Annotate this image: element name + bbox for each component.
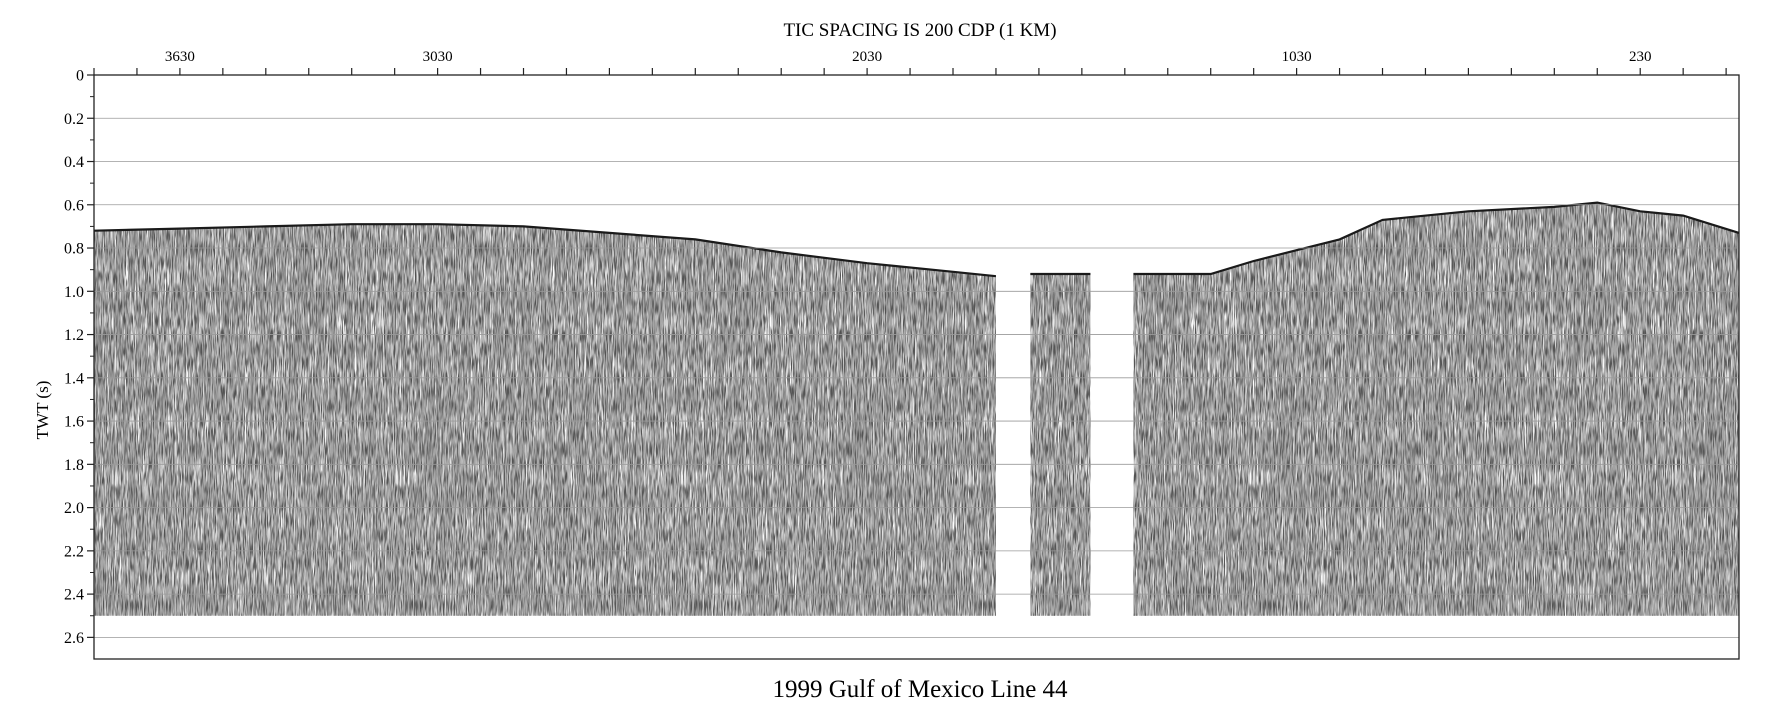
x-tick-label: 1030 xyxy=(1282,49,1312,65)
y-tick-label: 0.2 xyxy=(64,111,84,128)
x-tick-label: 230 xyxy=(1629,49,1652,65)
y-tick-label: 0.4 xyxy=(64,154,84,171)
seafloor-reflector xyxy=(93,201,1740,278)
x-tick-labels: 3630 3030 2030 1030 230 xyxy=(165,49,1652,65)
seismic-reflector-texture xyxy=(94,202,1739,616)
data-gap xyxy=(995,258,1031,618)
y-tick-label: 1.2 xyxy=(64,327,84,344)
data-gap xyxy=(1090,258,1134,618)
y-tick-label: 0.8 xyxy=(64,241,84,258)
x-tick-label: 3630 xyxy=(165,49,195,65)
y-tick-label: 1.8 xyxy=(64,457,84,474)
y-tick-label: 2.0 xyxy=(64,500,84,517)
plot-frame xyxy=(93,74,1740,660)
y-tick-label: 1.6 xyxy=(64,414,84,431)
x-tick-label: 3030 xyxy=(423,49,453,65)
x-tick-label: 2030 xyxy=(852,49,882,65)
y-tick-label: 2.2 xyxy=(64,543,84,560)
y-tick-label: 1.4 xyxy=(64,370,84,387)
x-ticks xyxy=(93,68,1727,75)
y-tick-labels: 0 0.2 0.4 0.6 0.8 1.0 1.2 1.4 1.6 1.8 2.0 2.2 2.4 2.6 xyxy=(64,68,84,647)
y-tick-label: 2.4 xyxy=(64,587,84,604)
y-tick-label: 1.0 xyxy=(64,284,84,301)
y-gridlines xyxy=(94,117,1739,638)
y-axis-label: TWT (s) xyxy=(33,381,52,440)
data-gaps xyxy=(995,258,1134,618)
section-title: 1999 Gulf of Mexico Line 44 xyxy=(772,676,1068,703)
y-tick-label: 0.6 xyxy=(64,197,84,214)
seismic-data xyxy=(94,202,1739,616)
tick-spacing-title: TIC SPACING IS 200 CDP (1 KM) xyxy=(783,20,1056,41)
y-tick-label: 0 xyxy=(76,68,84,85)
y-tick-label: 2.6 xyxy=(64,630,84,647)
y-ticks xyxy=(87,74,94,638)
